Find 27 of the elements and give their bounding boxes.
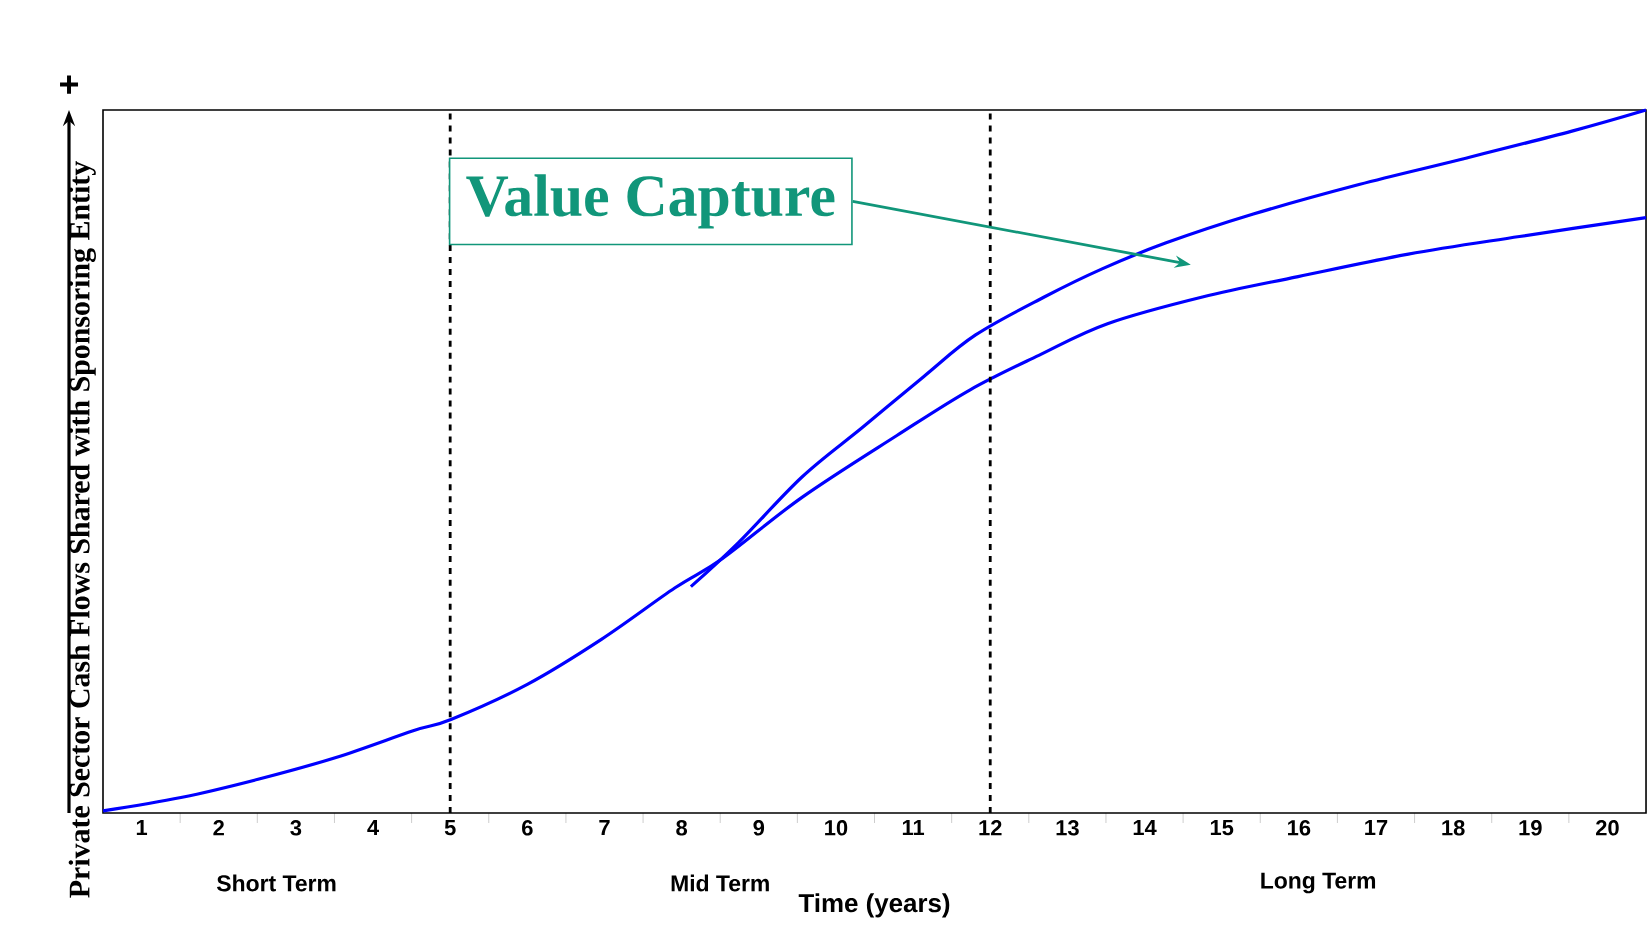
text: Mid Term [671,874,769,892]
x-tick-label: 11 [902,820,925,836]
y-axis-title: Private Sector Cash Flows Shared with Sponsoring Entity [68,161,96,898]
x-tick-label: 15 [1210,820,1234,836]
x-tick-label: 14 [1133,820,1157,836]
x-tick-label: 8 [676,820,688,836]
x-tick-label: 2 [213,820,224,836]
x-tick-label: 1 [136,820,148,836]
x-axis-title: Time (years) [798,893,950,918]
text: Long Term [1261,872,1376,894]
x-tick-label: 5 [444,820,456,836]
x-tick-label: 7 [599,820,610,836]
x-tick-label: 12 [979,820,1002,836]
x-tick-label: 6 [522,820,533,836]
x-tick-label: 17 [1365,820,1388,836]
x-tick-label: 19 [1519,820,1542,836]
x-tick-label: 20 [1596,820,1619,836]
x-tick-label: 16 [1288,820,1311,836]
x-tick-label: 13 [1056,820,1079,836]
x-tick-label: 18 [1442,820,1465,836]
x-tick-label: 10 [825,820,848,836]
text: + [60,75,79,94]
annotation: Value Capture [466,174,835,229]
x-tick-label: 4 [367,820,379,836]
x-tick-label: 9 [753,820,765,836]
text: Short Term [216,874,336,892]
x-tick-label: 3 [290,820,302,836]
